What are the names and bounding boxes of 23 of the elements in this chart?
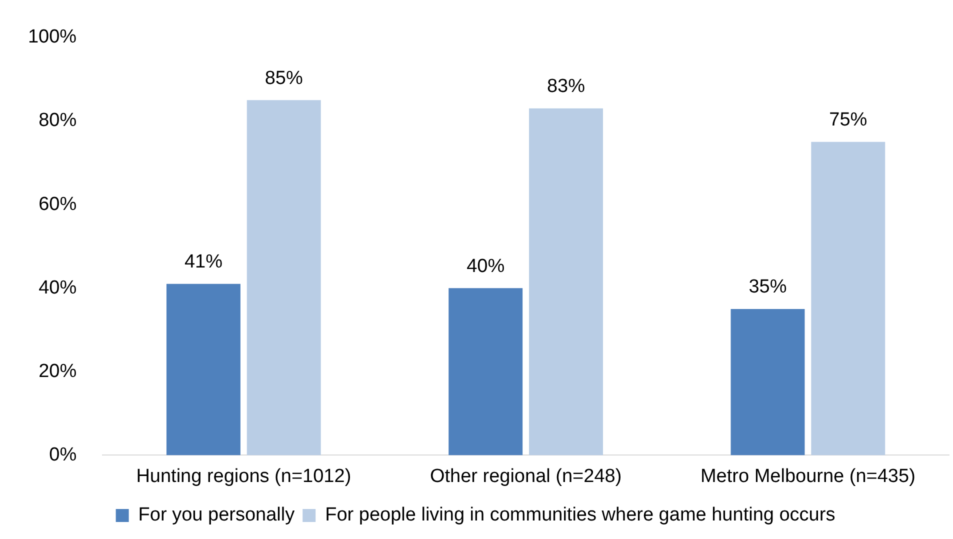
x-tick-label: Hunting regions (n=1012) [136,466,352,487]
bar [529,108,603,456]
bar [811,142,886,456]
y-tick-label: 20% [38,360,77,382]
data-label: 83% [546,76,586,98]
data-label: 35% [748,276,787,298]
x-tick-label: Metro Melbourne (n=435) [700,466,916,487]
bar [166,284,240,456]
bar [730,308,805,456]
y-tick-label: 80% [38,110,77,132]
bar [246,100,321,456]
y-tick-label: 60% [38,194,77,215]
legend-label: For you personally [138,504,296,526]
y-tick-label: 0% [49,444,77,466]
bar [448,288,523,456]
data-label: 75% [829,110,868,131]
data-label: 41% [184,252,223,273]
data-label: 85% [264,68,303,89]
data-label: 40% [466,256,505,277]
legend-label: For people living in communities where game hunting occurs [325,504,836,526]
y-tick-label: 100% [28,26,77,48]
x-tick-label: Other regional (n=248) [430,466,622,487]
y-tick-label: 40% [38,277,77,298]
